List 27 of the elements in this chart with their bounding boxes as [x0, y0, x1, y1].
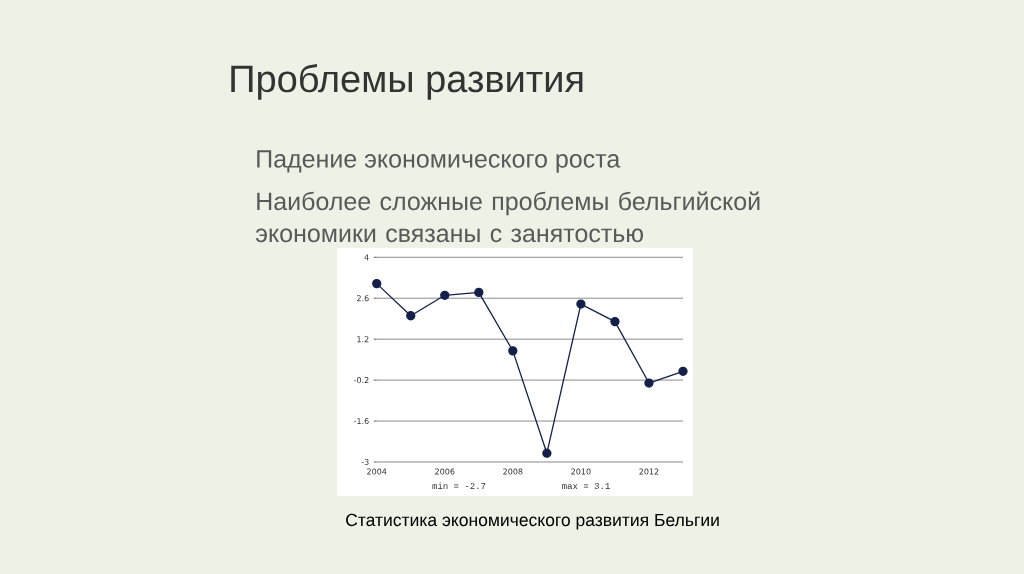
y-tick-label: -0.2 — [353, 377, 369, 384]
chart-title: Проблемы развития — [231, 64, 583, 100]
point — [576, 299, 586, 309]
text: Статистика экономического развития Бельгии — [346, 513, 719, 530]
point — [542, 448, 552, 458]
x-tick-label: 2008 — [503, 468, 523, 475]
point — [644, 378, 654, 388]
y-tick-label: 4 — [364, 254, 369, 261]
x-tick-label: 2012 — [639, 468, 659, 475]
x-tick-label: 2004 — [367, 468, 387, 475]
text: Падение экономического роста — [257, 150, 621, 173]
x-tick-label: 2010 — [571, 468, 591, 475]
point — [440, 290, 450, 300]
point — [508, 346, 518, 356]
y-tick-label: -1.6 — [353, 418, 369, 425]
text: Наиболее сложные проблемы бельгийской экономики связаны с занятостью — [255, 191, 760, 243]
point — [610, 316, 620, 327]
point — [406, 311, 416, 321]
y-tick-label: -3 — [361, 458, 369, 466]
point — [474, 287, 484, 298]
y-tick-label: 2.6 — [357, 295, 369, 302]
point — [372, 278, 382, 289]
y-tick-label: 1.2 — [357, 336, 369, 343]
x-tick-label: 2006 — [435, 468, 455, 475]
text: min = -2.7 — [432, 482, 486, 489]
point — [678, 366, 688, 376]
text: max = 3.1 — [562, 482, 610, 490]
